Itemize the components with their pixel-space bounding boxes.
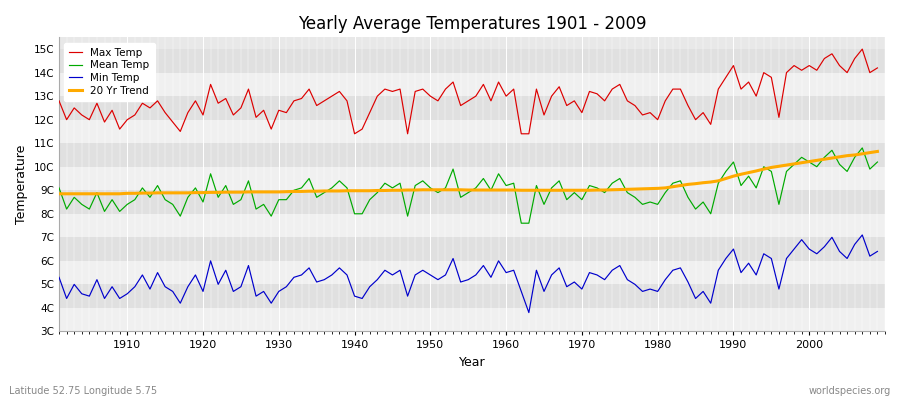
20 Yr Trend <box>281 189 292 194</box>
Bar <box>59 308 885 332</box>
Mean Temp <box>281 197 292 202</box>
Title: Yearly Average Temperatures 1901 - 2009: Yearly Average Temperatures 1901 - 2009 <box>298 15 646 33</box>
Line: Max Temp: Max Temp <box>59 49 878 134</box>
Mean Temp <box>872 160 883 164</box>
Mean Temp <box>327 186 338 190</box>
Mean Temp <box>516 221 526 226</box>
20 Yr Trend <box>591 188 602 192</box>
Mean Temp <box>493 171 504 176</box>
Max Temp <box>281 110 292 115</box>
Min Temp <box>599 277 610 282</box>
Y-axis label: Temperature: Temperature <box>15 145 28 224</box>
Bar <box>59 96 885 120</box>
Min Temp <box>872 249 883 254</box>
Bar <box>59 143 885 167</box>
Bar <box>59 73 885 96</box>
Min Temp <box>500 270 511 275</box>
Mean Temp <box>500 183 511 188</box>
Min Temp <box>54 275 65 280</box>
Bar <box>59 49 885 73</box>
Bar <box>59 214 885 237</box>
Text: worldspecies.org: worldspecies.org <box>809 386 891 396</box>
Bar <box>59 190 885 214</box>
20 Yr Trend <box>327 188 338 193</box>
Max Temp <box>114 127 125 132</box>
Bar <box>59 167 885 190</box>
Text: Latitude 52.75 Longitude 5.75: Latitude 52.75 Longitude 5.75 <box>9 386 157 396</box>
Mean Temp <box>54 186 65 190</box>
Max Temp <box>599 98 610 103</box>
Mean Temp <box>114 209 125 214</box>
Max Temp <box>508 87 519 92</box>
Line: Mean Temp: Mean Temp <box>59 148 878 223</box>
Line: 20 Yr Trend: 20 Yr Trend <box>59 152 878 194</box>
Max Temp <box>872 66 883 70</box>
Max Temp <box>327 94 338 98</box>
20 Yr Trend <box>500 188 511 192</box>
Min Temp <box>857 232 868 237</box>
Bar <box>59 261 885 284</box>
Min Temp <box>281 284 292 289</box>
Max Temp <box>857 47 868 52</box>
20 Yr Trend <box>493 188 504 192</box>
Line: Min Temp: Min Temp <box>59 235 878 312</box>
Max Temp <box>349 131 360 136</box>
X-axis label: Year: Year <box>459 356 485 369</box>
Bar <box>59 284 885 308</box>
20 Yr Trend <box>872 149 883 154</box>
Legend: Max Temp, Mean Temp, Min Temp, 20 Yr Trend: Max Temp, Mean Temp, Min Temp, 20 Yr Tre… <box>64 42 155 101</box>
Bar <box>59 120 885 143</box>
Max Temp <box>54 98 65 103</box>
Mean Temp <box>599 190 610 195</box>
20 Yr Trend <box>114 191 125 196</box>
Max Temp <box>500 94 511 98</box>
Mean Temp <box>857 146 868 150</box>
Min Temp <box>114 296 125 301</box>
Bar <box>59 237 885 261</box>
Min Temp <box>524 310 535 315</box>
Min Temp <box>327 272 338 277</box>
20 Yr Trend <box>54 191 65 196</box>
Min Temp <box>493 258 504 263</box>
